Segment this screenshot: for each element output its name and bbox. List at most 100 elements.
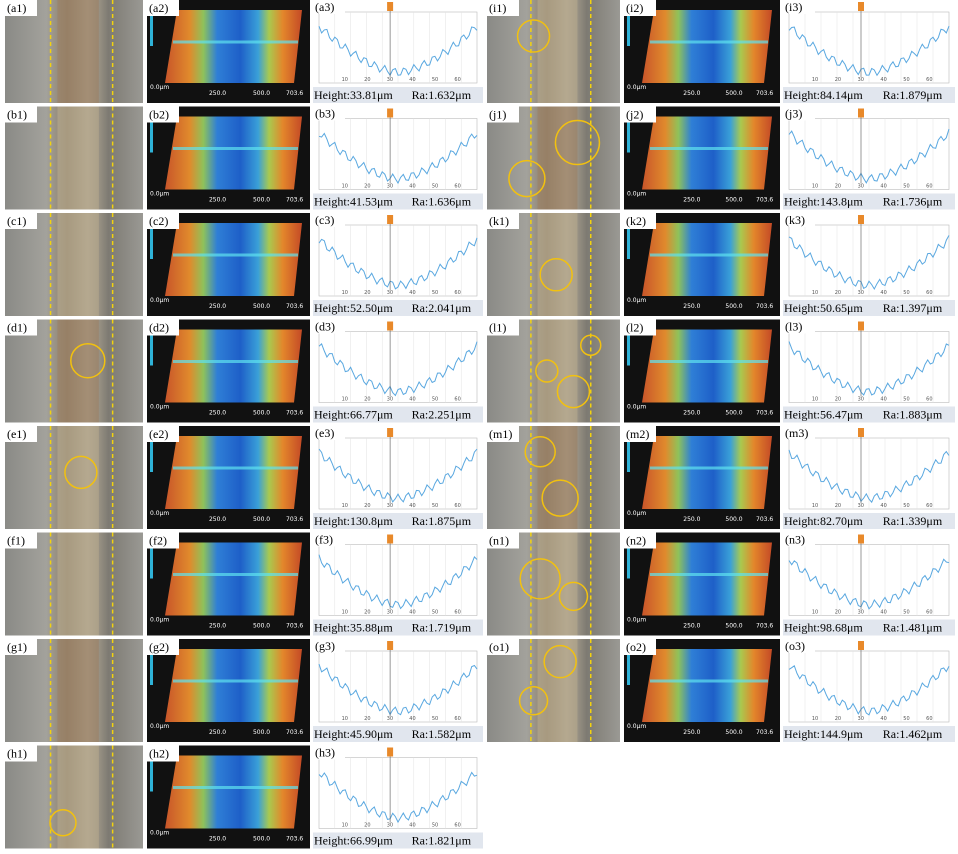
tick-label: 10 xyxy=(812,290,818,296)
ra-value: Ra:1.636μm xyxy=(412,194,472,208)
ra-value: Ra:1.632μm xyxy=(412,88,472,102)
axis-label: 500.0 xyxy=(253,836,270,843)
axis-label: 250.0 xyxy=(209,623,226,630)
axis-label: 0.0μm xyxy=(150,723,169,730)
panel-label: (c2) xyxy=(149,214,168,228)
color-bar xyxy=(627,123,630,153)
height-value: Height:84.14μm xyxy=(784,88,863,102)
axis-label: 500.0 xyxy=(725,729,742,736)
axis-label: 703.6 xyxy=(286,410,303,417)
tick-label: 30 xyxy=(387,77,393,83)
axis-label: 500.0 xyxy=(725,303,742,310)
figure: (a1)(a2)0.0μm250.0500.0703.6102030405060… xyxy=(0,0,958,854)
axis-label: 250.0 xyxy=(683,197,700,204)
marker xyxy=(858,2,864,11)
tick-label: 60 xyxy=(926,290,932,296)
color-bar xyxy=(150,655,153,685)
marker xyxy=(387,428,393,437)
color-bar xyxy=(150,762,153,792)
tick-label: 20 xyxy=(835,77,841,83)
tick-label: 20 xyxy=(364,610,370,616)
axis-label: 703.6 xyxy=(286,623,303,630)
panel-label: (k3) xyxy=(785,213,805,227)
tick-label: 60 xyxy=(454,184,460,190)
surface xyxy=(165,223,302,296)
tick-label: 20 xyxy=(835,716,841,722)
tick-label: 30 xyxy=(858,610,864,616)
ra-value: Ra:2.251μm xyxy=(412,407,472,421)
color-bar xyxy=(627,442,630,472)
axis-label: 703.6 xyxy=(756,197,773,204)
ra-value: Ra:1.582μm xyxy=(412,727,472,741)
tick-label: 60 xyxy=(926,77,932,83)
panel-label: (b3) xyxy=(315,106,335,120)
color-bar xyxy=(627,549,630,579)
tick-label: 50 xyxy=(432,716,438,722)
height-value: Height:98.68μm xyxy=(784,620,863,634)
height-value: Height:52.50μm xyxy=(314,301,393,315)
color-bar xyxy=(150,549,153,579)
panel-label: (e1) xyxy=(7,427,26,441)
tick-label: 30 xyxy=(387,184,393,190)
panel-label: (b1) xyxy=(7,107,27,121)
axis-label: 0.0μm xyxy=(627,510,646,517)
marker xyxy=(387,748,393,757)
marker xyxy=(858,322,864,331)
weld-track xyxy=(538,426,578,529)
axis-label: 250.0 xyxy=(683,729,700,736)
panel-label: (m3) xyxy=(785,426,808,440)
tick-label: 40 xyxy=(409,77,415,83)
tick-label: 50 xyxy=(432,610,438,616)
panel-label: (i3) xyxy=(785,0,802,14)
tick-label: 50 xyxy=(903,77,909,83)
tick-label: 40 xyxy=(880,77,886,83)
axis-label: 250.0 xyxy=(683,516,700,523)
axis-label: 250.0 xyxy=(209,303,226,310)
axis-label: 703.6 xyxy=(756,516,773,523)
axis-label: 0.0μm xyxy=(150,830,169,837)
axis-label: 500.0 xyxy=(725,410,742,417)
height-value: Height:56.47μm xyxy=(784,407,863,421)
tick-label: 50 xyxy=(903,716,909,722)
row: (l1)(l2)0.0μm250.0500.0703.6102030405060… xyxy=(487,319,955,422)
panel-label: (o1) xyxy=(489,640,509,654)
tick-label: 20 xyxy=(835,290,841,296)
surface xyxy=(165,330,302,403)
axis-label: 0.0μm xyxy=(627,617,646,624)
marker xyxy=(387,109,393,118)
color-bar xyxy=(150,123,153,153)
axis-label: 0.0μm xyxy=(150,191,169,198)
axis-label: 703.6 xyxy=(756,90,773,97)
surface xyxy=(642,649,772,722)
axis-label: 703.6 xyxy=(756,303,773,310)
ra-value: Ra:2.041μm xyxy=(412,301,472,315)
panel-label: (k2) xyxy=(626,214,646,228)
panel-label: (h2) xyxy=(149,746,169,760)
tick-label: 50 xyxy=(432,290,438,296)
axis-label: 703.6 xyxy=(286,90,303,97)
tick-label: 20 xyxy=(835,503,841,509)
color-bar xyxy=(627,655,630,685)
tick-label: 40 xyxy=(409,184,415,190)
tick-label: 30 xyxy=(387,610,393,616)
surface xyxy=(165,756,302,829)
tick-label: 60 xyxy=(926,397,932,403)
tick-label: 60 xyxy=(454,503,460,509)
panel-label: (h3) xyxy=(315,745,335,759)
ra-value: Ra:1.736μm xyxy=(883,194,943,208)
tick-label: 60 xyxy=(454,397,460,403)
panel-label: (n2) xyxy=(626,533,646,547)
color-bar xyxy=(150,16,153,46)
panel-label: (o3) xyxy=(785,639,805,653)
surface xyxy=(642,436,772,509)
marker xyxy=(858,215,864,224)
surface xyxy=(165,436,302,509)
tick-label: 20 xyxy=(364,290,370,296)
marker xyxy=(387,322,393,331)
weld-track xyxy=(57,213,98,316)
tick-label: 60 xyxy=(454,610,460,616)
marker xyxy=(387,641,393,650)
surface xyxy=(642,10,772,83)
axis-label: 500.0 xyxy=(253,729,270,736)
